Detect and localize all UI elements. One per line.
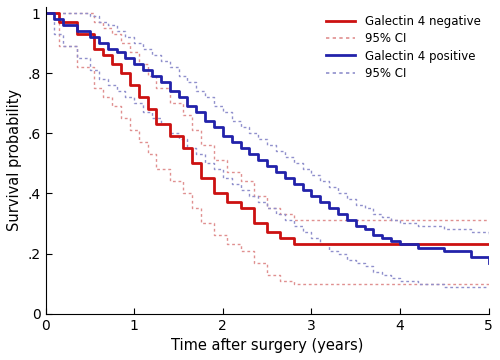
Y-axis label: Survival probability: Survival probability [7, 89, 22, 231]
Legend: Galectin 4 negative, 95% CI, Galectin 4 positive, 95% CI: Galectin 4 negative, 95% CI, Galectin 4 … [321, 10, 485, 84]
X-axis label: Time after surgery (years): Time after surgery (years) [171, 338, 364, 353]
